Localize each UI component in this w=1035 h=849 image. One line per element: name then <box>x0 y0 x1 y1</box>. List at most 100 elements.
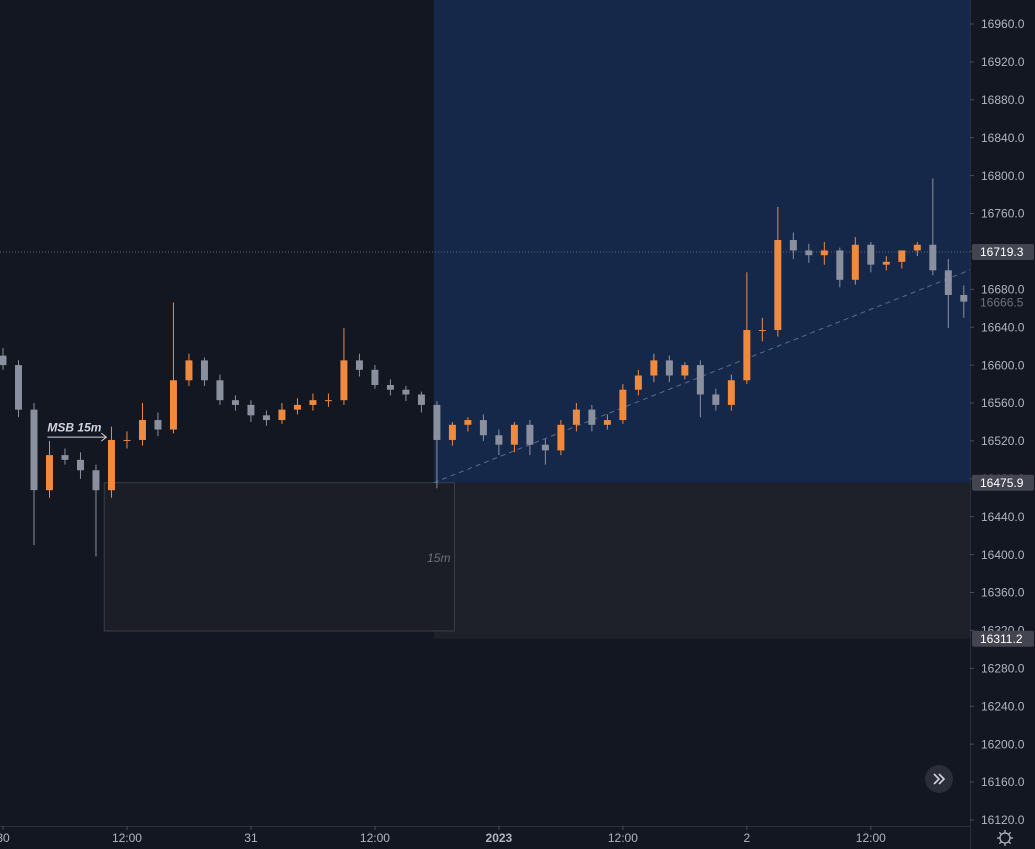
candle-body <box>0 355 7 366</box>
candle-body <box>123 439 131 441</box>
candle-body <box>572 409 580 425</box>
time-axis-bg <box>0 826 970 849</box>
candle-body <box>774 240 782 331</box>
y-tick-label: 16600.0 <box>981 358 1025 372</box>
y-tick-label: 16960.0 <box>981 17 1025 31</box>
settings-icon-tooth <box>998 841 1002 845</box>
zone <box>433 0 970 483</box>
candle-body <box>309 400 317 405</box>
price-badge-label: 16475.9 <box>980 476 1024 490</box>
candle-body <box>650 360 658 376</box>
candle-body <box>619 389 627 421</box>
candle-body <box>61 455 69 460</box>
candle-body <box>743 330 751 381</box>
y-tick-label: 16760.0 <box>981 207 1025 221</box>
price-axis-bg <box>970 0 1035 849</box>
scroll-button[interactable] <box>925 765 953 793</box>
candle-body <box>92 470 100 491</box>
candle-body <box>541 444 549 451</box>
y-tick-label: 16640.0 <box>981 320 1025 334</box>
scroll-button-icon <box>933 773 946 785</box>
x-tick-label: 12:00 <box>856 831 886 845</box>
candle-body <box>200 360 208 381</box>
candle-body <box>433 404 441 440</box>
zone <box>433 482 970 639</box>
candle-body <box>758 330 766 332</box>
price-badge <box>972 294 1034 311</box>
candle-body <box>867 244 875 265</box>
price-badge-label: 16719.3 <box>980 245 1024 259</box>
candle-body <box>464 420 472 425</box>
x-tick-label: 31 <box>244 831 258 845</box>
candle-body <box>820 250 828 256</box>
x-tick-label: 2023 <box>486 831 513 845</box>
candle-body <box>293 404 301 410</box>
candle-body <box>944 270 952 295</box>
price-badge <box>972 630 1034 647</box>
candle-body <box>417 394 425 405</box>
candle-body <box>805 250 813 256</box>
candle-body <box>107 439 115 491</box>
candle-body <box>355 360 363 370</box>
x-tick-label: 30 <box>0 831 10 845</box>
y-tick-label: 16440.0 <box>981 510 1025 524</box>
candle-body <box>278 409 286 421</box>
zone <box>103 482 455 632</box>
x-tick-label: 12:00 <box>608 831 638 845</box>
candle-body <box>138 420 146 440</box>
candle-body <box>851 244 859 280</box>
candle-body <box>371 369 379 385</box>
candle-body <box>526 424 534 445</box>
candle-body <box>479 420 487 436</box>
settings-icon-tooth <box>1008 831 1012 835</box>
candle-body <box>185 360 193 381</box>
candle-body <box>510 424 518 445</box>
y-tick-label: 16520.0 <box>981 434 1025 448</box>
y-tick-label: 16800.0 <box>981 169 1025 183</box>
y-tick-label: 16240.0 <box>981 699 1025 713</box>
candle-body <box>76 459 84 471</box>
candle-body <box>402 389 410 395</box>
candle-body <box>495 435 503 445</box>
candle-body <box>960 294 968 302</box>
candle-body <box>681 365 689 376</box>
candle-body <box>386 384 394 390</box>
y-tick-label: 16200.0 <box>981 737 1025 751</box>
candle-body <box>789 240 797 251</box>
x-tick-label: 12:00 <box>112 831 142 845</box>
candle-body <box>712 394 720 405</box>
candle-body <box>836 250 844 280</box>
settings-button[interactable] <box>997 830 1013 846</box>
y-tick-label: 16280.0 <box>981 661 1025 675</box>
marker-arrow <box>100 432 108 442</box>
y-tick-label: 16160.0 <box>981 775 1025 789</box>
candle-body <box>324 400 332 402</box>
candle-body <box>30 409 38 491</box>
candle-body <box>727 380 735 405</box>
settings-icon-tooth <box>998 831 1002 835</box>
price-badge-label: 16666.5 <box>980 295 1024 309</box>
x-tick-label: 2 <box>744 831 751 845</box>
y-tick-label: 16920.0 <box>981 55 1025 69</box>
price-badge-label: 16311.2 <box>980 632 1023 646</box>
settings-icon-tooth <box>1008 841 1012 845</box>
y-tick-label: 16840.0 <box>981 131 1025 145</box>
y-tick-label: 16680.0 <box>981 282 1025 296</box>
candle-body <box>898 250 906 262</box>
candle-body <box>603 420 611 425</box>
candle-body <box>588 409 596 425</box>
candle-body <box>154 420 162 430</box>
candle-body <box>262 415 270 421</box>
candle-body <box>231 400 239 405</box>
candle-body <box>216 380 224 401</box>
x-tick-label: 12:00 <box>360 831 390 845</box>
marker-label: MSB 15m <box>47 420 101 434</box>
y-tick-label: 16560.0 <box>981 396 1025 410</box>
price-badge <box>972 244 1034 261</box>
candle-body <box>448 424 456 440</box>
candle-body <box>557 424 565 451</box>
candle-body <box>882 261 890 265</box>
y-tick-label: 16120.0 <box>981 813 1025 827</box>
